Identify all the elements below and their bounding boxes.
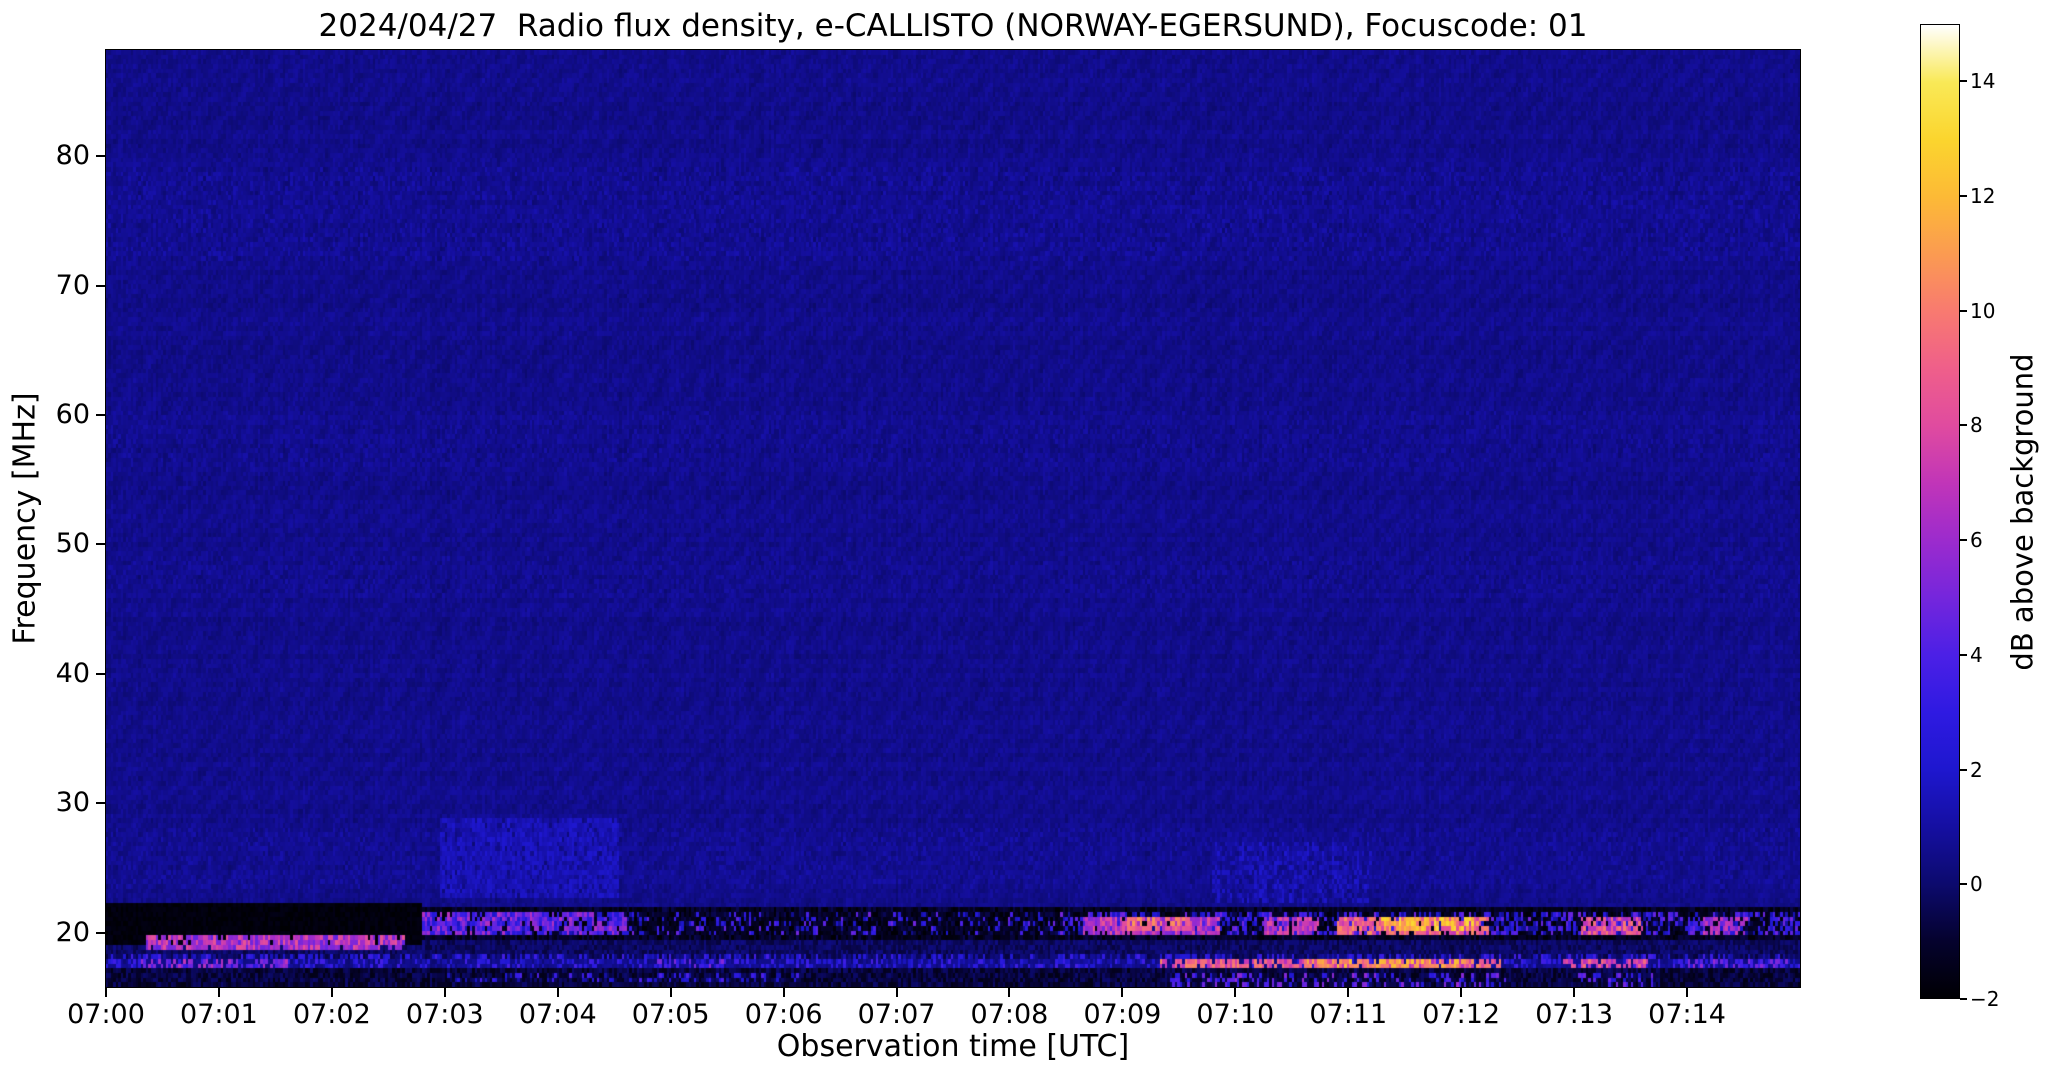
y-tick-label: 80	[55, 140, 90, 172]
x-tick-label: 07:13	[1535, 999, 1614, 1030]
x-tick-mark	[1008, 988, 1011, 997]
y-tick-mark	[96, 802, 105, 805]
y-tick-label: 30	[55, 787, 90, 819]
x-tick-label: 07:06	[744, 999, 823, 1030]
x-tick-mark	[556, 988, 559, 997]
colorbar-label-text: dB above background	[2006, 352, 2040, 671]
colorbar-label: dB above background	[2000, 24, 2046, 999]
y-axis-label: Frequency [MHz]	[2, 50, 48, 987]
y-tick-mark	[96, 931, 105, 934]
x-tick-label: 07:01	[180, 999, 258, 1030]
y-tick-mark	[96, 672, 105, 675]
x-tick-label: 07:03	[405, 999, 484, 1030]
y-tick-mark	[96, 543, 105, 546]
y-tick-label: 70	[55, 269, 90, 301]
x-tick-mark	[782, 988, 785, 997]
colorbar-tick-label: 4	[1970, 642, 1983, 667]
x-tick-label: 07:04	[518, 999, 597, 1030]
colorbar-tick-label: 8	[1970, 413, 1983, 438]
x-tick-mark	[1234, 988, 1237, 997]
y-tick-label: 40	[55, 657, 90, 689]
x-tick-label: 07:08	[970, 999, 1049, 1030]
x-tick-mark	[105, 988, 107, 997]
colorbar-tick-mark	[1960, 424, 1967, 427]
x-tick-mark	[1460, 988, 1463, 997]
x-tick-mark	[1573, 988, 1576, 997]
colorbar	[1920, 24, 1960, 999]
y-tick-mark	[96, 155, 105, 158]
chart-title: 2024/04/27 Radio flux density, e-CALLIST…	[318, 8, 1588, 44]
x-tick-mark	[895, 988, 898, 997]
colorbar-tick-label: 14	[1970, 69, 1996, 94]
x-tick-label: 07:02	[292, 999, 371, 1030]
x-tick-label: 07:14	[1648, 999, 1726, 1030]
colorbar-tick-label: 2	[1970, 757, 1983, 782]
x-tick-label: 07:07	[857, 999, 936, 1030]
colorbar-tick-mark	[1960, 195, 1967, 198]
y-tick-mark	[96, 413, 105, 416]
colorbar-tick-mark	[1960, 309, 1967, 312]
x-tick-mark	[443, 988, 446, 997]
x-axis-label: Observation time [UTC]	[776, 1029, 1130, 1064]
colorbar-tick-mark	[1960, 539, 1967, 542]
colorbar-tick-label: 10	[1970, 298, 1996, 323]
x-tick-label: 07:11	[1309, 999, 1388, 1030]
x-tick-label: 07:10	[1196, 999, 1275, 1030]
colorbar-tick-label: 6	[1970, 528, 1983, 553]
x-tick-label: 07:09	[1083, 999, 1162, 1030]
x-tick-label: 07:00	[67, 999, 145, 1030]
x-tick-mark	[330, 988, 333, 997]
y-tick-mark	[96, 284, 105, 287]
x-tick-label: 07:05	[631, 999, 710, 1030]
y-tick-label: 60	[55, 398, 90, 430]
spectrogram-image	[106, 50, 1800, 987]
y-axis-label-text: Frequency [MHz]	[7, 392, 43, 645]
x-tick-mark	[1347, 988, 1350, 997]
x-tick-mark	[217, 988, 220, 997]
x-tick-label: 07:12	[1422, 999, 1501, 1030]
x-tick-mark	[669, 988, 672, 997]
y-tick-label: 50	[55, 528, 90, 560]
colorbar-tick-mark	[1960, 998, 1967, 1000]
colorbar-tick-label: 12	[1970, 184, 1996, 209]
colorbar-tick-label: 0	[1970, 872, 1983, 897]
colorbar-tick-label: −2	[1970, 987, 2000, 1011]
x-tick-mark	[1686, 988, 1689, 997]
x-tick-mark	[1121, 988, 1124, 997]
colorbar-tick-mark	[1960, 883, 1967, 886]
colorbar-tick-mark	[1960, 653, 1967, 656]
colorbar-tick-mark	[1960, 80, 1967, 83]
colorbar-tick-mark	[1960, 768, 1967, 771]
y-tick-label: 20	[55, 916, 90, 948]
